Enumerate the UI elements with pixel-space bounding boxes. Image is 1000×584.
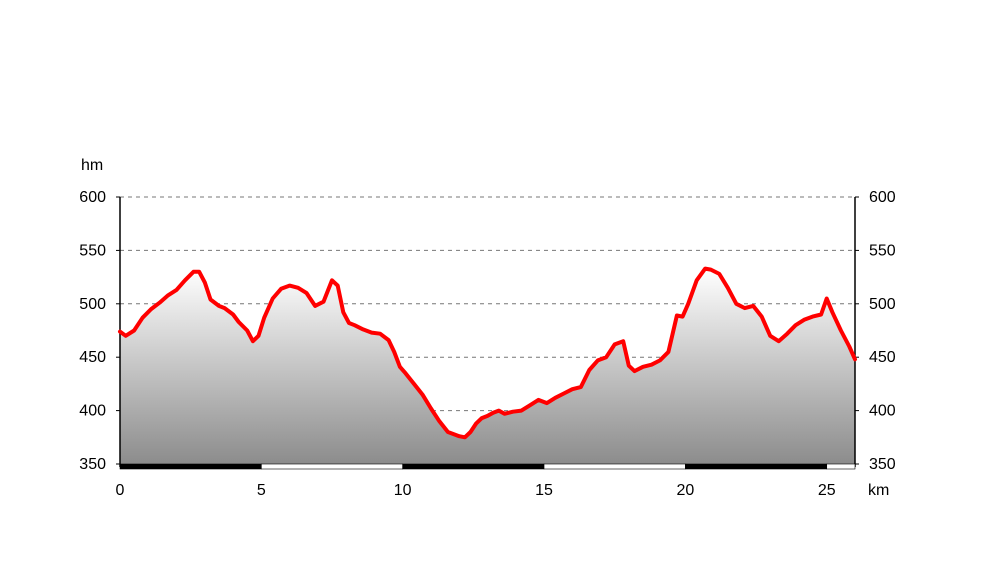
y-tick-label-left: 600: [79, 189, 106, 206]
scale-bar-segment: [826, 463, 856, 470]
y-tick-label-right: 600: [869, 189, 896, 206]
elevation-area: [120, 268, 855, 464]
y-tick-label-left: 400: [79, 403, 106, 420]
y-tick-label-right: 350: [869, 456, 896, 473]
distance-scale-bar: [119, 463, 856, 470]
scale-bar-segment: [685, 463, 828, 470]
y-tick-label-left: 450: [79, 349, 106, 366]
y-tick-label-left: 500: [79, 296, 106, 313]
y-tick-label-left: 350: [79, 456, 106, 473]
scale-bar-segment: [119, 463, 262, 470]
y-tick-label-right: 550: [869, 242, 896, 259]
x-tick-label: 0: [116, 482, 125, 499]
x-tick-label: 25: [818, 482, 836, 499]
x-unit-label: km: [868, 482, 889, 499]
scale-bar-segment: [543, 463, 686, 470]
y-tick-label-right: 450: [869, 349, 896, 366]
x-tick-label: 10: [394, 482, 412, 499]
scale-bar-segment: [402, 463, 545, 470]
y-tick-label-right: 400: [869, 403, 896, 420]
y-tick-label-left: 550: [79, 242, 106, 259]
elevation-line: [118, 266, 857, 440]
scale-bar-segment: [261, 463, 403, 470]
y-tick-label-right: 500: [869, 296, 896, 313]
x-tick-label: 15: [535, 482, 553, 499]
x-tick-label: 20: [676, 482, 694, 499]
x-tick-label: 5: [257, 482, 266, 499]
y-unit-label: hm: [81, 157, 103, 174]
tick-labels: 350 350 400 400 450 450 500 500 550 550 600 600 0 5 10…: [79, 189, 896, 499]
